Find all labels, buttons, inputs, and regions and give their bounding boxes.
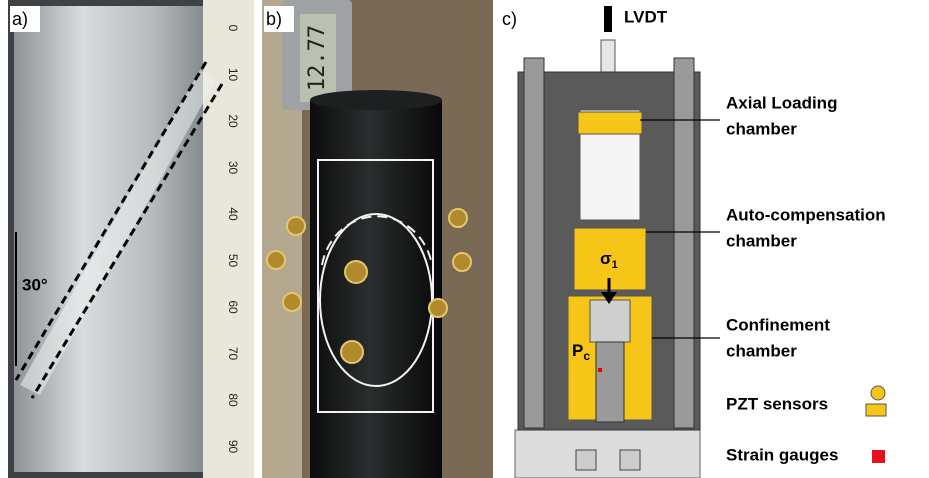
bolt [575,449,597,471]
black-cylinder [310,100,442,478]
panel-a: a) 30° 0 10 20 30 40 50 60 70 80 90 [8,0,254,478]
panel-b: 12.77 b) [262,0,493,478]
ruler-label: 70 [226,347,240,361]
label-box [10,6,40,32]
pzt-icon [865,403,887,417]
ruler-label: 40 [226,207,240,221]
auto-label: chamber [726,231,797,250]
ruler-label: 0 [226,25,240,32]
axial-label: Axial Loading [726,93,837,112]
panel-label: b) [266,9,282,29]
lvdt-label: LVDT [624,7,668,26]
panel-c: c) LVDT σ1 Pc Axial Loading chamber Auto… [502,6,887,478]
arrow-head [601,292,617,304]
ruler-label: 30 [226,161,240,175]
ruler-labels: 0 10 20 30 40 50 60 70 80 90 [226,25,240,454]
pc-label: Pc [572,341,590,363]
panel-label: c) [502,9,517,29]
angle-label: 30° [22,275,48,294]
ruler-label: 60 [226,300,240,314]
sigma-label: σ1 [600,249,618,270]
axial-label: chamber [726,119,797,138]
caliper-display [300,14,336,102]
axial-chamber [577,111,643,135]
bolt [619,449,641,471]
ruler-label: 20 [226,114,240,128]
loading-piston [589,299,631,343]
ruler-label: 80 [226,393,240,407]
ruler-label: 50 [226,254,240,268]
auto-label: Auto-compensation [726,205,886,224]
leader-lines [640,119,720,339]
ruler-label: 10 [226,68,240,82]
confinement-label: chamber [726,341,797,360]
dashed-arc [321,215,433,266]
panel-label: a) [12,9,28,29]
pzt-icon [870,385,886,401]
lvdt-icon [604,6,612,32]
fault-line [14,61,208,381]
caliper-reading: 12.77 [305,25,330,91]
fault-line [30,83,224,399]
pzt-label: PZT sensors [726,394,828,413]
strain-label: Strain gauges [726,445,838,464]
column [673,57,695,429]
fittings [266,208,472,364]
gauge-mark [598,368,602,372]
ruler-label: 90 [226,440,240,454]
tape [20,70,216,395]
confinement-label: Confinement [726,315,830,334]
label-box [264,6,294,32]
specimen [595,341,625,423]
strain-icon [872,450,885,463]
base [514,429,701,478]
cylinder-top [310,90,442,110]
column [523,57,545,429]
region-box [317,159,434,413]
